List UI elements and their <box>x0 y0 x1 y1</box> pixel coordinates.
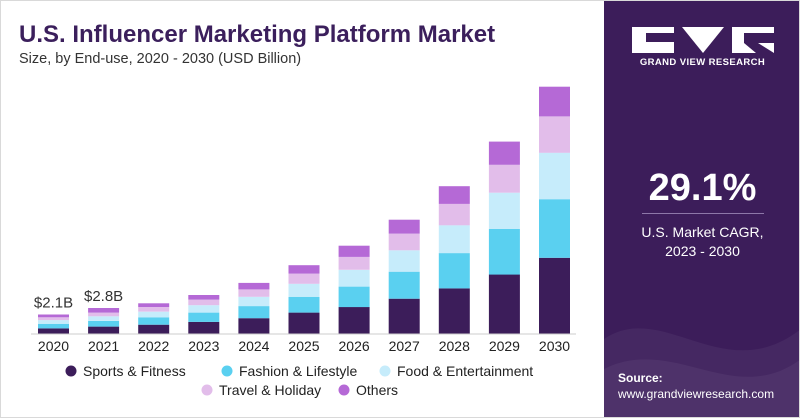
data-label-2020: $2.1B <box>34 295 73 312</box>
bar-travel-holiday-2020 <box>38 317 69 321</box>
bar-fashion-lifestyle-2024 <box>238 306 270 319</box>
bar-travel-holiday-2025 <box>288 273 320 284</box>
grand-view-research-logo <box>632 27 774 53</box>
bar-others-2025 <box>288 265 320 274</box>
x-tick-2022: 2022 <box>138 338 169 354</box>
bar-fashion-lifestyle-2026 <box>338 286 370 308</box>
bar-sports-fitness-2028 <box>438 288 470 334</box>
legend: Sports & Fitness Fashion & Lifestyle Food … <box>65 363 533 398</box>
x-tick-2028: 2028 <box>439 338 470 354</box>
brand-name: GRAND VIEW RESEARCH <box>639 57 766 68</box>
bar-others-2028 <box>438 186 470 204</box>
bar-food-entertainment-2028 <box>438 225 470 254</box>
legend-swatch-travel-holiday <box>201 384 213 396</box>
bar-travel-holiday-2021 <box>88 312 120 317</box>
legend-swatch-food-entertainment <box>379 365 391 377</box>
bar-fashion-lifestyle-2028 <box>438 253 470 289</box>
legend-swatch-sports-fitness <box>65 365 77 377</box>
bar-fashion-lifestyle-2021 <box>88 321 120 327</box>
chart-subtitle: Size, by End-use, 2020 - 2030 (USD Billi… <box>19 51 302 67</box>
bar-others-2020 <box>38 314 69 318</box>
x-tick-2024: 2024 <box>238 338 269 354</box>
source-link[interactable]: www.grandviewresearch.com <box>618 387 775 401</box>
legend-label-fashion-lifestyle: Fashion & Lifestyle <box>239 363 357 379</box>
x-axis-ticks: 2020 2021 2022 2023 2024 2025 2026 2027 2028 2029… <box>38 338 570 354</box>
divider <box>642 213 764 214</box>
bar-sports-fitness-2020 <box>38 328 69 334</box>
bar-sports-fitness-2029 <box>488 274 520 334</box>
bar-food-entertainment-2024 <box>238 296 270 307</box>
stacked-bar-chart: $2.1B $2.8B 2020 2021 2022 2023 2024 2025 2026 2… <box>31 86 576 398</box>
x-tick-2026: 2026 <box>339 338 370 354</box>
source-heading: Source: <box>618 371 663 385</box>
bar-food-entertainment-2027 <box>388 250 420 272</box>
data-label-2021: $2.8B <box>84 288 123 305</box>
bar-others-2030 <box>539 86 570 117</box>
info-sidebar: GRAND VIEW RESEARCH 29.1% U.S. Market CA… <box>604 1 799 417</box>
bar-others-2021 <box>88 308 120 313</box>
cagr-label-line-1: U.S. Market CAGR, <box>641 224 764 240</box>
bar-food-entertainment-2030 <box>539 152 570 200</box>
bar-fashion-lifestyle-2025 <box>288 296 320 313</box>
x-tick-2021: 2021 <box>88 338 119 354</box>
bar-travel-holiday-2029 <box>488 164 520 193</box>
legend-label-sports-fitness: Sports & Fitness <box>83 363 186 379</box>
bar-others-2029 <box>488 141 520 165</box>
legend-swatch-fashion-lifestyle <box>221 365 233 377</box>
x-tick-2020: 2020 <box>38 338 69 354</box>
bar-travel-holiday-2023 <box>188 299 220 306</box>
x-tick-2023: 2023 <box>188 338 219 354</box>
bar-travel-holiday-2024 <box>238 289 270 297</box>
bar-fashion-lifestyle-2022 <box>138 317 170 325</box>
bar-sports-fitness-2027 <box>388 298 420 334</box>
legend-label-travel-holiday: Travel & Holiday <box>219 382 321 398</box>
bar-fashion-lifestyle-2020 <box>38 323 69 329</box>
bar-food-entertainment-2025 <box>288 283 320 297</box>
bar-group <box>38 86 570 334</box>
bar-food-entertainment-2023 <box>188 305 220 313</box>
x-tick-2030: 2030 <box>539 338 570 354</box>
cagr-label-line-2: 2023 - 2030 <box>665 243 740 259</box>
bar-food-entertainment-2022 <box>138 311 170 318</box>
x-tick-2029: 2029 <box>489 338 520 354</box>
bar-others-2022 <box>138 303 170 307</box>
chart-title: U.S. Influencer Marketing Platform Marke… <box>19 21 496 48</box>
bar-sports-fitness-2025 <box>288 312 320 334</box>
data-label-group: $2.1B $2.8B <box>34 288 123 312</box>
cagr-label: U.S. Market CAGR, 2023 - 2030 <box>604 223 799 261</box>
bar-sports-fitness-2023 <box>188 321 220 334</box>
bar-sports-fitness-2024 <box>238 318 270 334</box>
bar-travel-holiday-2026 <box>338 256 370 270</box>
bar-travel-holiday-2022 <box>138 307 170 312</box>
bar-sports-fitness-2030 <box>539 257 570 334</box>
bar-food-entertainment-2026 <box>338 269 370 287</box>
bar-sports-fitness-2026 <box>338 307 370 334</box>
bar-others-2027 <box>388 219 420 234</box>
legend-swatch-others <box>338 384 350 396</box>
legend-label-food-entertainment: Food & Entertainment <box>397 363 533 379</box>
bar-food-entertainment-2021 <box>88 316 120 321</box>
legend-label-others: Others <box>356 382 398 398</box>
decorative-wave <box>604 328 799 417</box>
bar-travel-holiday-2028 <box>438 203 470 226</box>
bar-food-entertainment-2029 <box>488 192 520 229</box>
bar-fashion-lifestyle-2030 <box>539 199 570 258</box>
bar-others-2024 <box>238 282 270 290</box>
bar-fashion-lifestyle-2023 <box>188 312 220 322</box>
cagr-value: 29.1% <box>648 167 757 209</box>
x-tick-2027: 2027 <box>389 338 420 354</box>
bar-travel-holiday-2027 <box>388 233 420 251</box>
bar-food-entertainment-2020 <box>38 320 69 324</box>
bar-travel-holiday-2030 <box>539 116 570 153</box>
bar-sports-fitness-2021 <box>88 326 120 334</box>
bar-others-2026 <box>338 245 370 257</box>
bar-sports-fitness-2022 <box>138 324 170 334</box>
bar-fashion-lifestyle-2027 <box>388 271 420 299</box>
bar-others-2023 <box>188 295 220 300</box>
bar-fashion-lifestyle-2029 <box>488 229 520 275</box>
x-tick-2025: 2025 <box>288 338 319 354</box>
